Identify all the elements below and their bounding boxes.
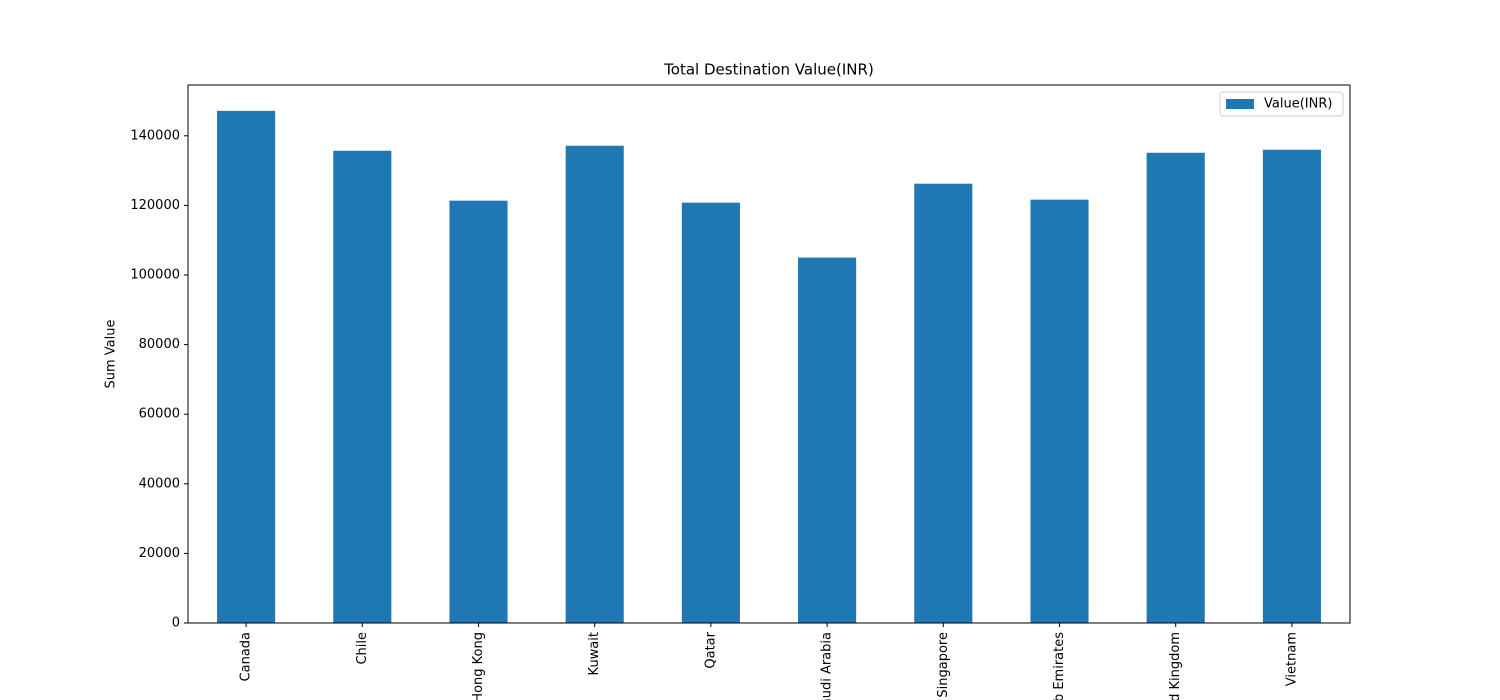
y-tick-label: 0 — [172, 616, 180, 631]
x-tick-label: Kuwait — [587, 632, 602, 675]
bar — [333, 150, 392, 623]
y-tick-label: 80000 — [139, 337, 180, 352]
y-tick-label: 40000 — [139, 476, 180, 491]
bar — [798, 257, 857, 623]
legend-frame — [1219, 91, 1344, 117]
bar — [449, 200, 508, 624]
bar — [565, 145, 624, 624]
bar — [914, 183, 973, 623]
y-tick-label: 20000 — [139, 546, 180, 561]
bar — [1030, 199, 1089, 623]
x-tick-label: United Arab Emirates — [1052, 632, 1067, 700]
bar — [1262, 149, 1321, 623]
x-tick-label: Qatar — [703, 631, 718, 668]
x-tick-label: Saudi Arabia — [820, 632, 835, 700]
legend-swatch — [1226, 99, 1254, 109]
x-tick-label: Chile — [355, 632, 370, 665]
chart-title: Total Destination Value(INR) — [663, 61, 874, 79]
x-tick-label: Canada — [239, 632, 254, 681]
bar — [1146, 152, 1205, 624]
legend-label: Value(INR) — [1264, 97, 1332, 112]
y-tick-label: 60000 — [139, 407, 180, 422]
plot-frame — [187, 84, 1351, 624]
y-tick-label: 120000 — [130, 198, 180, 213]
bar — [681, 202, 740, 623]
y-tick-label: 140000 — [130, 128, 180, 143]
x-tick-label: Hong Kong — [471, 632, 486, 700]
x-tick-label: Vietnam — [1284, 632, 1299, 686]
bar — [217, 110, 276, 623]
y-axis-label: Sum Value — [104, 320, 119, 389]
x-tick-label: Singapore — [936, 632, 951, 698]
x-tick-label: United Kingdom — [1168, 632, 1183, 700]
y-tick-label: 100000 — [130, 268, 180, 283]
